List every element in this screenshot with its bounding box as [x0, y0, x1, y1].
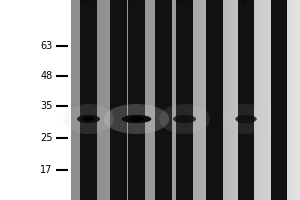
Bar	[238, 0, 254, 200]
Text: rat spleen: rat spleen	[130, 0, 164, 4]
Text: 25: 25	[40, 133, 52, 143]
Ellipse shape	[235, 115, 257, 123]
Ellipse shape	[83, 117, 94, 121]
Ellipse shape	[122, 115, 152, 123]
Text: 35: 35	[40, 101, 52, 111]
Bar	[176, 0, 193, 200]
Bar	[128, 0, 145, 200]
Ellipse shape	[129, 117, 144, 121]
Ellipse shape	[159, 104, 210, 134]
Ellipse shape	[63, 104, 114, 134]
Text: 17: 17	[40, 165, 52, 175]
Bar	[271, 0, 287, 200]
Ellipse shape	[104, 104, 169, 134]
Bar	[155, 0, 172, 200]
Text: mouse brain: mouse brain	[82, 0, 122, 4]
Bar	[80, 0, 97, 200]
Ellipse shape	[77, 115, 100, 123]
Bar	[206, 0, 223, 200]
Text: 63: 63	[40, 41, 52, 51]
Bar	[110, 0, 127, 200]
Text: mouse muscle: mouse muscle	[240, 0, 285, 4]
Ellipse shape	[173, 115, 196, 123]
Ellipse shape	[222, 104, 270, 134]
Text: mouse liver: mouse liver	[178, 0, 216, 4]
Text: 48: 48	[40, 71, 52, 81]
